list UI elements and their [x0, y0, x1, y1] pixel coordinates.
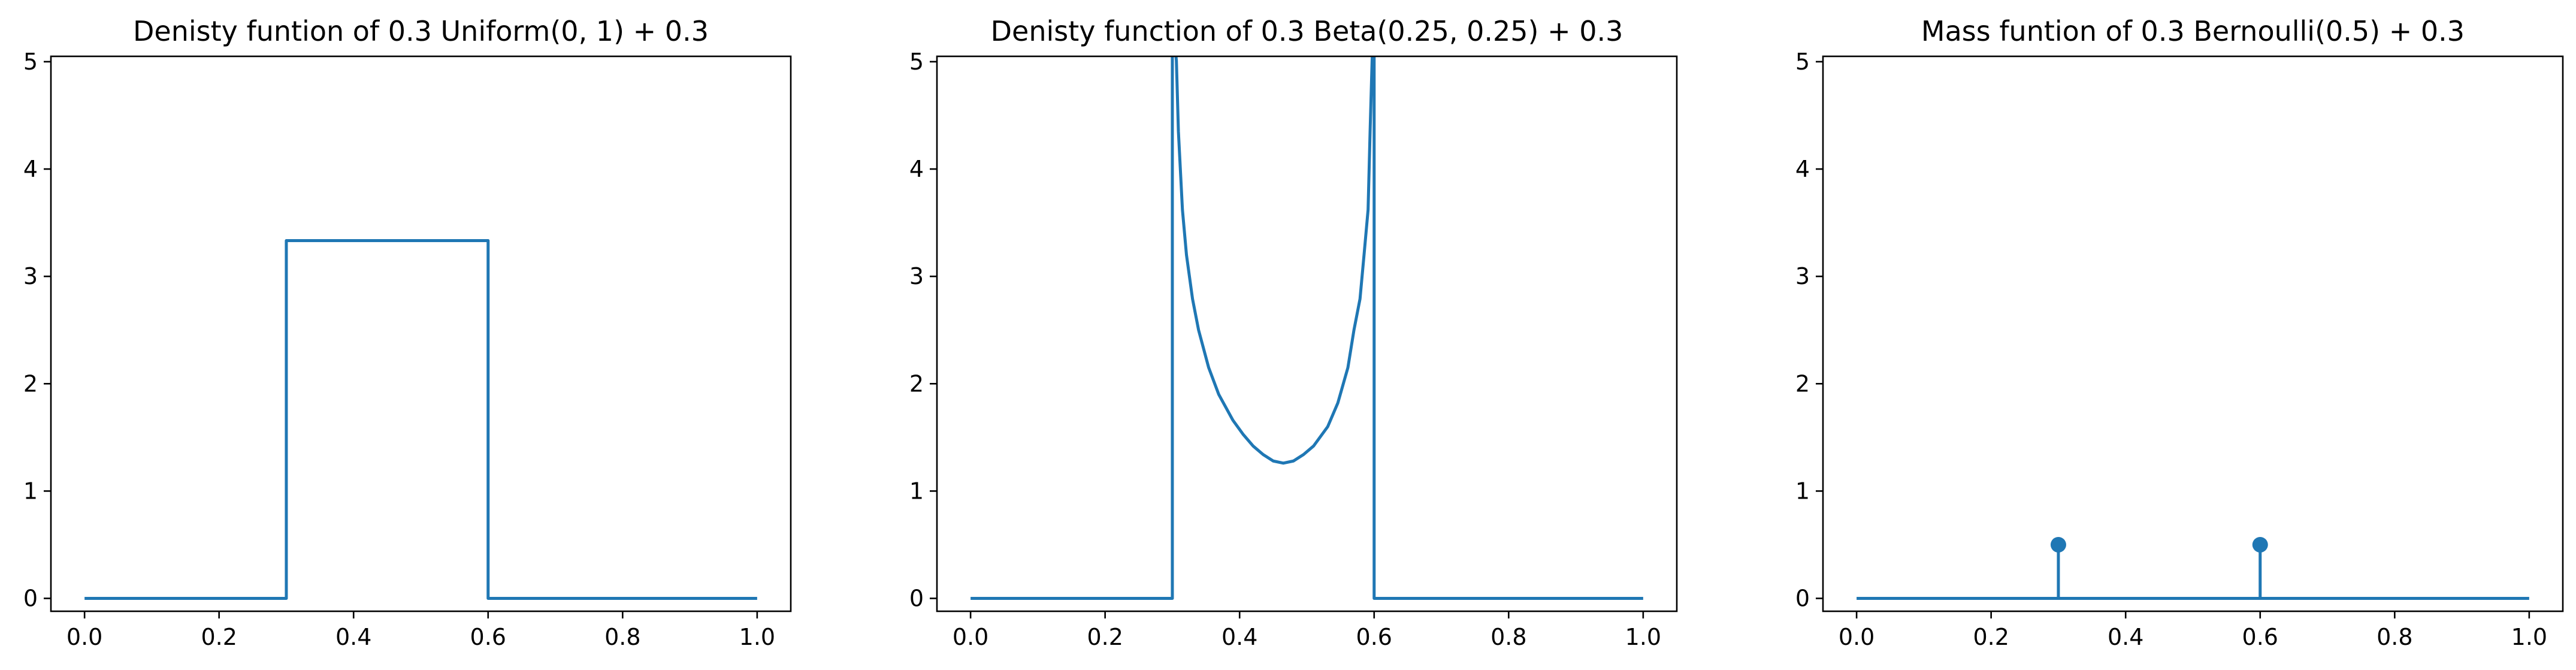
beta-density-y-tick-label: 2 [909, 370, 924, 397]
bernoulli-mass-x-tick-label: 0.0 [1839, 624, 1874, 650]
uniform-density-y-tick-label: 1 [23, 478, 38, 504]
uniform-density-plot-area [84, 239, 757, 600]
bernoulli-mass-x-tick-label: 0.4 [2108, 624, 2143, 650]
beta-density-y-tick-label: 1 [909, 478, 924, 504]
uniform-density-curve [84, 239, 757, 600]
uniform-density-y-tick-label: 2 [23, 370, 38, 397]
beta-density-y-tick-label: 3 [909, 263, 924, 289]
uniform-density-x-tick-label: 0.0 [66, 624, 102, 650]
bernoulli-mass-axes-frame [1822, 55, 2564, 612]
bernoulli-mass-title: Mass funtion of 0.3 Bernoulli(0.5) + 0.3 [1921, 15, 2465, 47]
beta-density-x-tick-label: 0.4 [1222, 624, 1257, 650]
beta-density-x-tick-label: 0.2 [1087, 624, 1123, 650]
beta-density-y-tick-label: 5 [909, 49, 924, 75]
bernoulli-mass-x-tick-label: 0.6 [2242, 624, 2278, 650]
bernoulli-mass-y-tick-label: 4 [1795, 156, 1810, 182]
uniform-density-y-tick-label: 4 [23, 156, 38, 182]
uniform-density-x-tick-label: 0.2 [201, 624, 237, 650]
bernoulli-mass-y-tick-label: 0 [1795, 586, 1810, 612]
uniform-density-axes-frame [50, 55, 792, 612]
uniform-density-y-tick-label: 0 [23, 586, 38, 612]
beta-density-title: Denisty function of 0.3 Beta(0.25, 0.25)… [991, 15, 1623, 47]
bernoulli-mass-x-tick-label: 0.8 [2377, 624, 2412, 650]
beta-density-x-tick-label: 1.0 [1625, 624, 1661, 650]
uniform-density-title: Denisty funtion of 0.3 Uniform(0, 1) + 0… [133, 15, 709, 47]
uniform-density-x-tick-label: 0.4 [335, 624, 371, 650]
beta-density-x-tick-label: 0.8 [1490, 624, 1526, 650]
beta-density-x-tick-label: 0.0 [953, 624, 988, 650]
bernoulli-mass-panel: Mass funtion of 0.3 Bernoulli(0.5) + 0.3… [1795, 15, 2564, 650]
bernoulli-mass-x-tick-label: 0.2 [1973, 624, 2009, 650]
uniform-density-x-tick-label: 0.8 [604, 624, 640, 650]
uniform-density-x-tick-label: 1.0 [739, 624, 775, 650]
bernoulli-mass-x-tick-label: 1.0 [2511, 624, 2547, 650]
uniform-density-x-tick-label: 0.6 [470, 624, 506, 650]
beta-density-y-tick-label: 0 [909, 586, 924, 612]
bernoulli-mass-stem-marker [2050, 536, 2066, 553]
bernoulli-mass-plot-area [1857, 536, 2529, 600]
bernoulli-mass-y-tick-label: 1 [1795, 478, 1810, 504]
bernoulli-mass-y-tick-label: 5 [1795, 49, 1810, 75]
bernoulli-mass-y-tick-label: 3 [1795, 263, 1810, 289]
beta-density-x-tick-label: 0.6 [1356, 624, 1392, 650]
beta-density-curve [970, 56, 1643, 600]
beta-density-y-tick-label: 4 [909, 156, 924, 182]
uniform-density-panel: Denisty funtion of 0.3 Uniform(0, 1) + 0… [23, 15, 792, 650]
beta-density-plot-area [970, 56, 1643, 600]
uniform-density-y-tick-label: 3 [23, 263, 38, 289]
beta-density-panel: Denisty function of 0.3 Beta(0.25, 0.25)… [909, 15, 1678, 650]
beta-density-axes-frame [936, 55, 1678, 612]
uniform-density-y-tick-label: 5 [23, 49, 38, 75]
bernoulli-mass-y-tick-label: 2 [1795, 370, 1810, 397]
bernoulli-mass-stem-marker [2252, 536, 2268, 553]
